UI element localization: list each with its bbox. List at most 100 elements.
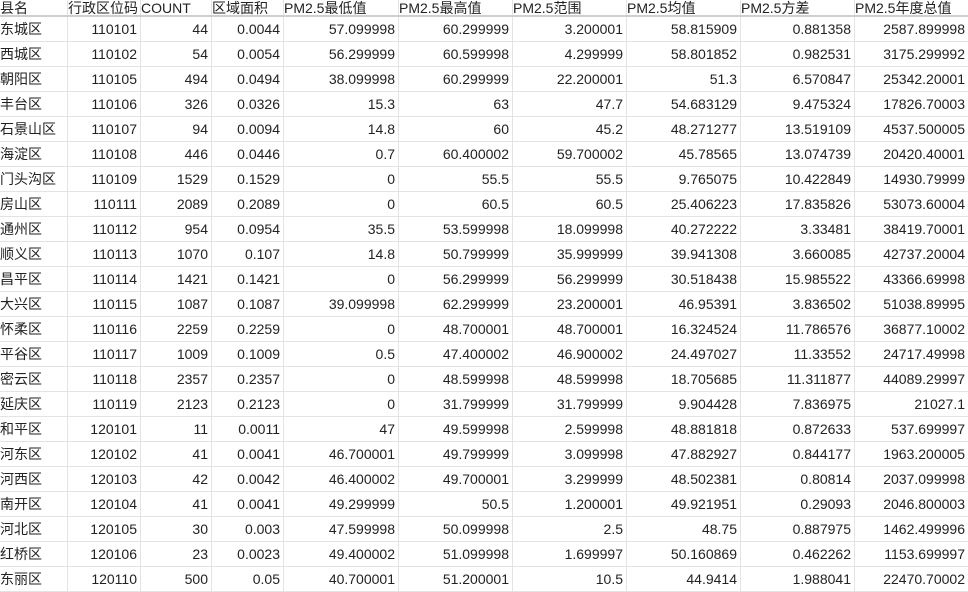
table-cell[interactable]: 25342.20001 bbox=[883, 71, 965, 87]
column-header[interactable]: 区域面积 bbox=[212, 0, 284, 15]
table-cell[interactable]: 17.835826 bbox=[741, 192, 855, 216]
table-cell[interactable]: 1070 bbox=[141, 242, 212, 266]
table-cell[interactable]: 60.400002 bbox=[399, 142, 513, 166]
column-header[interactable]: 县名 bbox=[0, 0, 68, 15]
table-cell[interactable]: 500 bbox=[141, 567, 212, 591]
table-cell[interactable]: 0.1009 bbox=[212, 342, 284, 366]
table-cell[interactable]: 1.699997 bbox=[513, 542, 627, 566]
table-cell[interactable]: 0.1421 bbox=[212, 267, 284, 291]
table-cell[interactable]: 0.107 bbox=[212, 242, 284, 266]
table-cell[interactable]: 0.462262 bbox=[741, 542, 855, 566]
table-cell[interactable]: 1153.699997 bbox=[884, 546, 965, 562]
table-cell[interactable]: 120106 bbox=[68, 542, 141, 566]
table-cell[interactable]: 110108 bbox=[68, 142, 141, 166]
table-cell[interactable]: 和平区 bbox=[0, 417, 68, 441]
table-cell[interactable]: 7.836975 bbox=[741, 392, 855, 416]
table-cell[interactable]: 0.2089 bbox=[212, 192, 284, 216]
table-cell[interactable]: 13.519109 bbox=[741, 117, 855, 141]
table-cell[interactable]: 47.882927 bbox=[627, 442, 741, 466]
table-cell[interactable]: 39.099998 bbox=[284, 292, 399, 316]
table-cell[interactable]: 24.497027 bbox=[627, 342, 741, 366]
table-cell[interactable]: 23.200001 bbox=[513, 292, 627, 316]
table-cell[interactable]: 2259 bbox=[141, 317, 212, 341]
table-cell[interactable]: 47.599998 bbox=[284, 517, 399, 541]
column-header[interactable]: COUNT bbox=[141, 0, 212, 15]
table-cell[interactable]: 110113 bbox=[68, 242, 141, 266]
table-cell[interactable]: 120104 bbox=[68, 492, 141, 516]
table-cell[interactable]: 48.75 bbox=[627, 517, 741, 541]
table-cell[interactable]: 48.271277 bbox=[627, 117, 741, 141]
table-cell[interactable]: 94 bbox=[141, 117, 212, 141]
table-cell[interactable]: 23 bbox=[141, 542, 212, 566]
table-cell[interactable]: 48.881818 bbox=[627, 417, 741, 441]
table-cell[interactable]: 110114 bbox=[68, 267, 141, 291]
table-cell[interactable]: 0 bbox=[284, 367, 399, 391]
table-cell[interactable]: 25.406223 bbox=[627, 192, 741, 216]
table-cell[interactable]: 0.0446 bbox=[212, 142, 284, 166]
column-header[interactable]: PM2.5方差 bbox=[741, 0, 855, 15]
column-header[interactable]: 行政区位码 bbox=[68, 0, 141, 15]
table-cell[interactable]: 56.299999 bbox=[399, 267, 513, 291]
table-cell[interactable]: 1529 bbox=[141, 167, 212, 191]
table-cell[interactable]: 0.0041 bbox=[212, 442, 284, 466]
table-cell[interactable]: 房山区 bbox=[0, 192, 68, 216]
table-cell[interactable]: 0.982531 bbox=[741, 42, 855, 66]
table-cell[interactable]: 47 bbox=[284, 417, 399, 441]
table-cell[interactable]: 15.3 bbox=[284, 92, 399, 116]
table-cell[interactable]: 东城区 bbox=[0, 17, 68, 41]
table-cell[interactable]: 9.475324 bbox=[741, 92, 855, 116]
table-cell[interactable]: 110107 bbox=[68, 117, 141, 141]
table-cell[interactable]: 4537.500005 bbox=[883, 121, 965, 137]
table-cell[interactable]: 110111 bbox=[68, 192, 141, 216]
table-cell[interactable]: 0.2259 bbox=[212, 317, 284, 341]
table-cell[interactable]: 西城区 bbox=[0, 42, 68, 66]
table-cell[interactable]: 44.9414 bbox=[627, 567, 741, 591]
table-cell[interactable]: 1.988041 bbox=[741, 567, 855, 591]
table-cell[interactable]: 20420.40001 bbox=[883, 146, 965, 162]
table-cell[interactable]: 446 bbox=[141, 142, 212, 166]
table-cell[interactable]: 0.0041 bbox=[212, 492, 284, 516]
table-cell[interactable]: 39.941308 bbox=[627, 242, 741, 266]
table-cell[interactable]: 110109 bbox=[68, 167, 141, 191]
table-cell[interactable]: 120105 bbox=[68, 517, 141, 541]
table-cell[interactable]: 0.0042 bbox=[212, 467, 284, 491]
table-cell[interactable]: 43366.69998 bbox=[883, 271, 965, 287]
table-cell[interactable]: 2.599998 bbox=[513, 417, 627, 441]
column-header[interactable]: PM2.5均值 bbox=[627, 0, 741, 15]
table-cell[interactable]: 10.5 bbox=[513, 567, 627, 591]
table-cell[interactable]: 50.099998 bbox=[399, 517, 513, 541]
table-cell[interactable]: 120101 bbox=[68, 417, 141, 441]
table-cell[interactable]: 44 bbox=[141, 17, 212, 41]
table-cell[interactable]: 13.074739 bbox=[741, 142, 855, 166]
table-cell[interactable]: 50.799999 bbox=[399, 242, 513, 266]
table-cell[interactable]: 50.5 bbox=[399, 492, 513, 516]
table-cell[interactable]: 3175.299992 bbox=[883, 46, 965, 62]
table-cell[interactable]: 0.0494 bbox=[212, 67, 284, 91]
table-cell[interactable]: 54 bbox=[141, 42, 212, 66]
table-cell[interactable]: 9.904428 bbox=[627, 392, 741, 416]
table-cell[interactable]: 河北区 bbox=[0, 517, 68, 541]
table-cell[interactable]: 2037.099998 bbox=[883, 471, 965, 487]
table-cell[interactable]: 49.599998 bbox=[399, 417, 513, 441]
table-cell[interactable]: 36877.10002 bbox=[883, 321, 965, 337]
table-cell[interactable]: 大兴区 bbox=[0, 292, 68, 316]
table-cell[interactable]: 49.400002 bbox=[284, 542, 399, 566]
table-cell[interactable]: 3.099998 bbox=[513, 442, 627, 466]
column-header[interactable]: PM2.5年度总值 bbox=[855, 0, 952, 15]
table-cell[interactable]: 53073.60004 bbox=[883, 196, 965, 212]
table-cell[interactable]: 0.0023 bbox=[212, 542, 284, 566]
table-cell[interactable]: 110118 bbox=[68, 367, 141, 391]
table-cell[interactable]: 110119 bbox=[68, 392, 141, 416]
table-cell[interactable]: 11.33552 bbox=[741, 342, 855, 366]
table-cell[interactable]: 6.570847 bbox=[741, 67, 855, 91]
column-header[interactable]: PM2.5范围 bbox=[513, 0, 627, 15]
table-cell[interactable]: 2357 bbox=[141, 367, 212, 391]
table-cell[interactable]: 石景山区 bbox=[0, 117, 68, 141]
table-cell[interactable]: 18.705685 bbox=[627, 367, 741, 391]
table-cell[interactable]: 50.160869 bbox=[627, 542, 741, 566]
table-cell[interactable]: 40.700001 bbox=[284, 567, 399, 591]
table-cell[interactable]: 48.700001 bbox=[399, 317, 513, 341]
table-cell[interactable]: 42 bbox=[141, 467, 212, 491]
table-cell[interactable]: 2587.899998 bbox=[883, 21, 965, 37]
table-cell[interactable]: 62.299999 bbox=[399, 292, 513, 316]
